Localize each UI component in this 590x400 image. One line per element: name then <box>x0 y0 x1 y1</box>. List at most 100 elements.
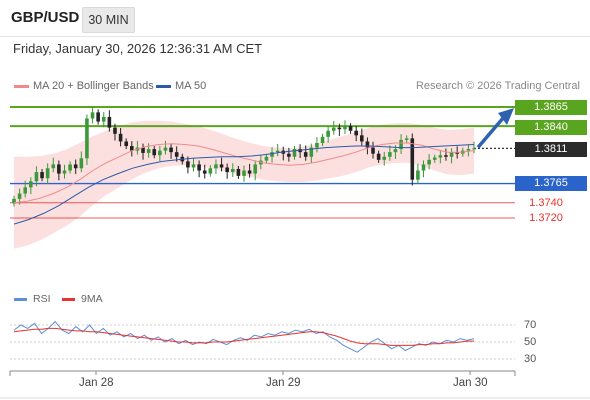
candle-body <box>416 170 420 180</box>
candle-body <box>472 148 476 150</box>
candle-body <box>455 152 459 154</box>
candle-body <box>225 167 229 173</box>
candle-body <box>158 150 162 156</box>
candle-body <box>438 155 443 158</box>
candle-body <box>17 193 22 199</box>
rsi-legend-label: RSI <box>33 293 51 305</box>
x-tick-jan28: Jan 28 <box>79 377 114 389</box>
candle-body <box>404 138 409 140</box>
candle-body <box>432 157 437 160</box>
support-2-tag: 1.3740 <box>529 197 563 209</box>
candle-body <box>348 126 353 131</box>
candle-body <box>45 168 50 179</box>
bollinger-bands <box>14 120 474 249</box>
candle-body <box>214 164 218 169</box>
candle-body <box>354 130 358 136</box>
ma9-legend-swatch <box>62 298 75 301</box>
ma50-legend-swatch <box>156 85 171 88</box>
candle-body <box>51 164 56 169</box>
forecast-arrow-head <box>498 108 514 125</box>
candle-body <box>186 161 190 168</box>
candle-body <box>466 149 471 151</box>
candle-body <box>360 135 364 142</box>
candle-body <box>79 158 84 169</box>
candle-body <box>236 169 241 176</box>
candle-body <box>174 152 179 157</box>
rsi-legend-swatch <box>14 298 27 301</box>
candle-body <box>449 152 454 157</box>
candle-body <box>292 149 297 157</box>
candle-body <box>331 127 336 131</box>
candle-body <box>270 152 274 157</box>
candle-body <box>191 164 196 168</box>
candle-body <box>410 138 415 180</box>
rsi-ma9-line <box>13 327 474 346</box>
candle-body <box>427 159 431 165</box>
candle-body <box>309 147 314 157</box>
candle-body <box>62 170 67 174</box>
bollinger-band-area <box>14 120 474 249</box>
ma9-legend-label: 9MA <box>81 293 103 305</box>
candle-body <box>146 149 151 153</box>
candle-body <box>68 164 72 171</box>
candle-body <box>382 156 387 160</box>
candle-body <box>371 147 375 154</box>
ma20-legend-swatch <box>14 85 29 88</box>
candle-body <box>376 153 381 160</box>
candle-body <box>113 127 117 134</box>
rsi-level-70: 70 <box>524 319 537 331</box>
resistance-1-tag: 1.3840 <box>515 120 587 135</box>
rsi-level-30: 30 <box>524 353 537 365</box>
candle-body <box>23 187 28 194</box>
candle-body <box>287 153 291 157</box>
level-lines <box>10 106 515 219</box>
candle-body <box>326 130 330 137</box>
candle-body <box>130 146 134 151</box>
candle-body <box>152 149 157 156</box>
candle-body <box>247 170 252 174</box>
candle-body <box>264 156 269 161</box>
x-tick-jan30: Jan 30 <box>453 377 488 389</box>
candle-body <box>141 147 145 153</box>
candle-body <box>388 152 392 157</box>
candle-body <box>230 169 235 173</box>
ma20-legend-label: MA 20 + Bollinger Bands <box>33 80 154 92</box>
x-tick-jan29: Jan 29 <box>266 377 301 389</box>
copyright-text: Research © 2026 Trading Central <box>415 80 580 92</box>
candle-body <box>393 149 398 153</box>
symbol-label: GBP/USD <box>11 9 80 26</box>
candle-body <box>57 164 61 174</box>
forecast-arrow-shaft <box>476 115 506 149</box>
candle-body <box>337 127 342 130</box>
candle-body <box>202 170 207 174</box>
timeframe-button[interactable]: 30 MIN <box>82 7 135 33</box>
candle-body <box>85 118 89 159</box>
candle-body <box>208 168 213 174</box>
candle-body <box>12 198 16 204</box>
candle-body <box>90 112 95 119</box>
candle-body <box>219 164 224 168</box>
rsi-line <box>13 320 475 353</box>
candle-body <box>107 116 112 128</box>
candle-body <box>197 164 201 171</box>
ma50-line <box>13 144 475 225</box>
rsi-panel <box>10 320 515 360</box>
candle-body <box>421 164 426 171</box>
candle-body <box>343 126 347 130</box>
ma50-legend-label: MA 50 <box>175 80 207 92</box>
support-3-tag: 1.3720 <box>529 212 563 224</box>
chart-header: GBP/USD 30 MIN <box>0 0 590 37</box>
candle-body <box>96 112 100 122</box>
candle-body <box>101 116 106 122</box>
current-price-tag: 1.3811 <box>515 142 587 157</box>
candle-body <box>303 152 308 157</box>
ma20-line <box>13 142 475 204</box>
candle-body <box>444 155 448 157</box>
candle-body <box>365 141 370 148</box>
timestamp: Friday, January 30, 2026 12:36:31 AM CET <box>13 41 263 56</box>
candle-body <box>169 147 173 153</box>
moving-averages <box>13 142 475 225</box>
forecast-arrow <box>476 108 514 149</box>
time-axis <box>0 370 590 399</box>
